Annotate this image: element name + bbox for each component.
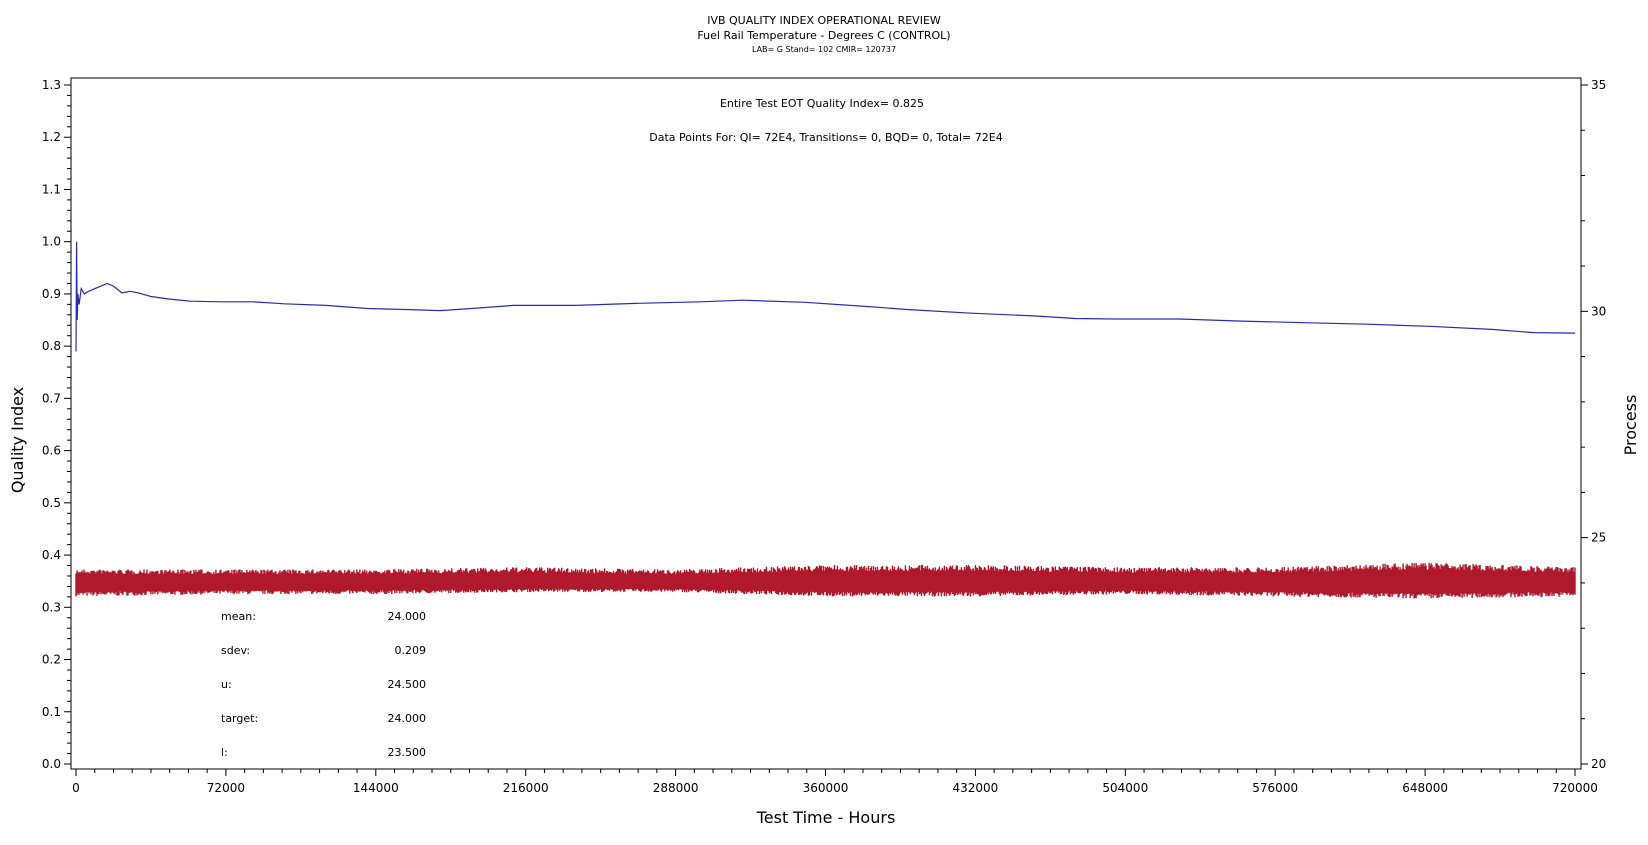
y-tick-label: 0.7 [42,391,61,405]
y-tick-label: 0.0 [42,757,61,771]
y-tick-label: 1.3 [42,78,61,92]
plot-frame [70,77,1582,770]
x-tick-label: 504000 [1102,781,1148,795]
stat-label: l: [221,746,228,759]
stat-label: sdev: [221,644,250,657]
y-tick-label: 0.2 [42,653,61,667]
x-tick-label: 72000 [207,781,245,795]
y2-tick-label: 35 [1591,78,1606,92]
y2-tick-label: 25 [1591,531,1606,545]
quality-index-line [75,241,1576,352]
y-tick-label: 0.8 [42,339,61,353]
y2-tick-label: 20 [1591,757,1606,771]
stat-value: 0.209 [395,644,427,657]
process-series [75,562,1576,599]
stat-label: u: [221,678,232,691]
axes: 0.0 0.1 0.2 0.3 0.4 0.5 0.6 0.7 0.8 0.9 1.0 1.1 1.2 1… [42,77,1606,795]
y-tick-label: 1.2 [42,130,61,144]
x-tick-label: 288000 [653,781,699,795]
y-tick-label: 0.6 [42,444,61,458]
x-tick-label: 216000 [503,781,549,795]
stats-block: mean: 24.000 sdev: 0.209 u: 24.500 target: 24.0… [221,610,426,759]
y-tick-label: 0.3 [42,600,61,614]
x-tick-label: 144000 [353,781,399,795]
y2-axis-label: Process [1621,395,1640,456]
x-tick-label: 0 [72,781,80,795]
x-tick-label: 648000 [1402,781,1448,795]
x-tick-label: 360000 [803,781,849,795]
quality-index-series [75,241,1576,352]
stat-value: 23.500 [388,746,427,759]
stat-value: 24.000 [388,712,427,725]
stat-value: 24.000 [388,610,427,623]
chart-title: IVB QUALITY INDEX OPERATIONAL REVIEW [707,14,941,27]
stat-label: target: [221,712,258,725]
stat-value: 24.500 [388,678,427,691]
x-axis-label: Test Time - Hours [756,808,896,827]
y-axis-label: Quality Index [8,387,27,493]
y-tick-label: 0.9 [42,287,61,301]
y-tick-label: 1.0 [42,235,61,249]
x-tick-label: 432000 [952,781,998,795]
y2-tick-label: 30 [1591,304,1606,318]
stat-label: mean: [221,610,256,623]
x-tick-label: 720000 [1552,781,1598,795]
x-tick-label: 576000 [1252,781,1298,795]
y-tick-label: 0.4 [42,548,61,562]
quality-index-annotation: Entire Test EOT Quality Index= 0.825 [720,97,924,110]
y-tick-label: 1.1 [42,182,61,196]
process-band [75,562,1576,599]
data-points-annotation: Data Points For: QI= 72E4, Transitions= … [649,131,1002,144]
chart-subtitle: Fuel Rail Temperature - Degrees C (CONTR… [697,29,950,42]
y-tick-label: 0.5 [42,496,61,510]
chart-info: LAB= G Stand= 102 CMIR= 120737 [752,45,896,54]
y-tick-label: 0.1 [42,705,61,719]
